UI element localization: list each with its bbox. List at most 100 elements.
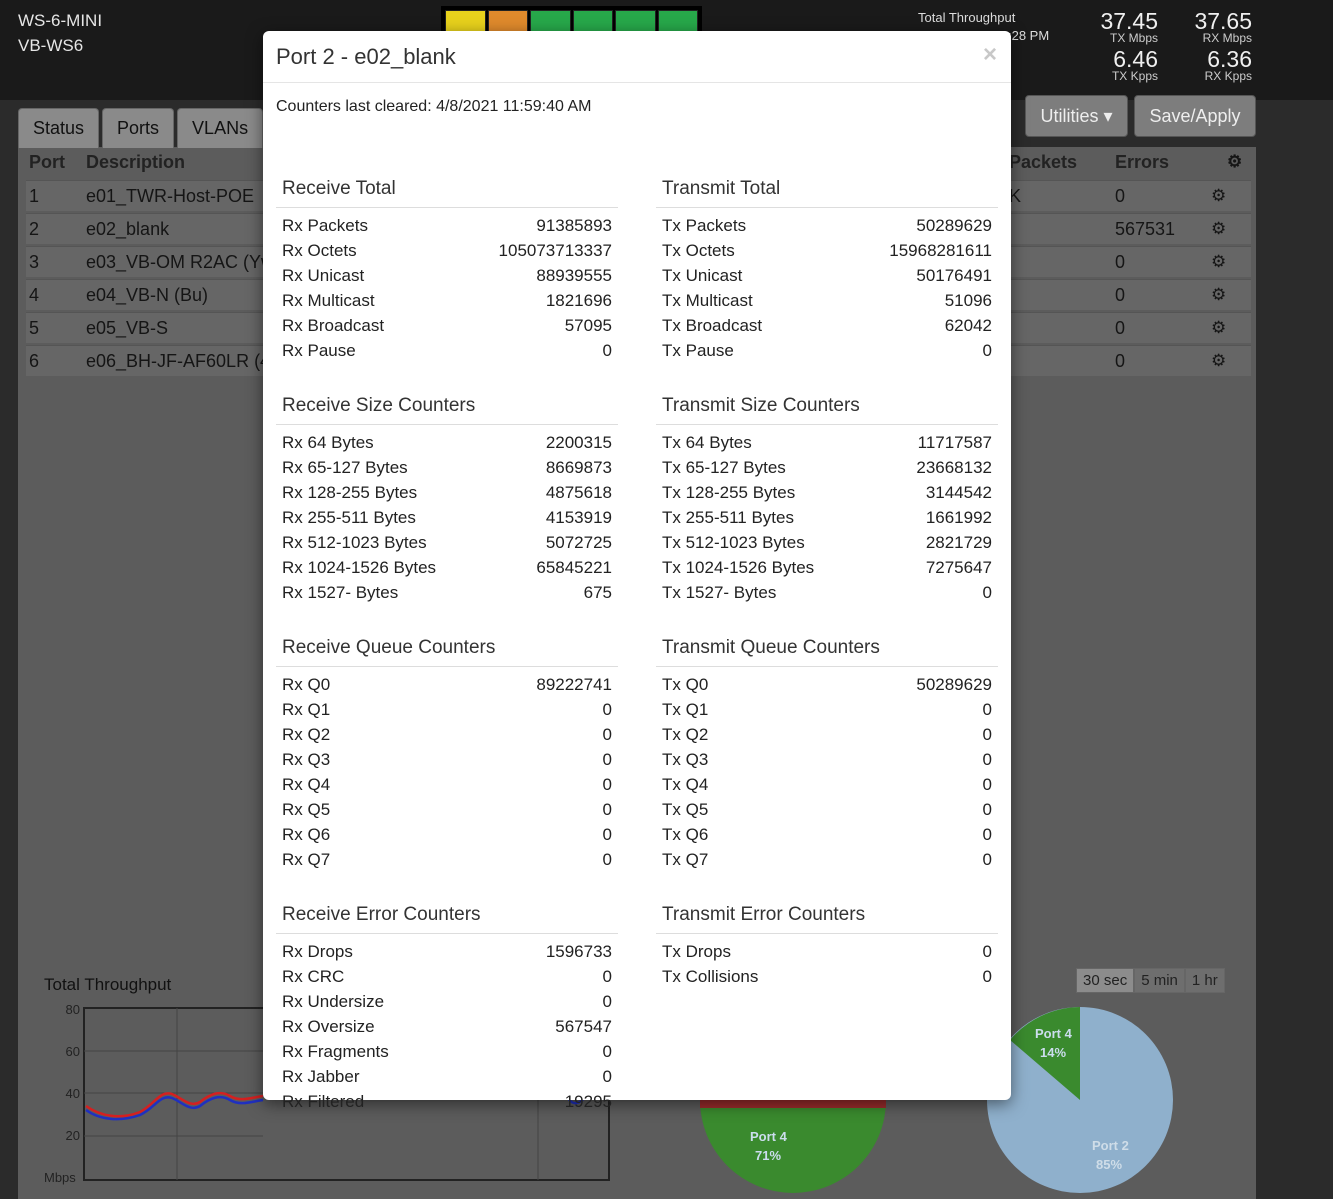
modal-title: Port 2 - e02_blank <box>276 44 456 69</box>
counter-value: 0 <box>982 800 992 819</box>
counter-value: 0 <box>982 725 992 744</box>
counter-value: 89222741 <box>536 675 612 694</box>
counter-row: Rx Q6 0 <box>276 822 618 847</box>
row-settings-gear-icon[interactable]: ⚙ <box>1211 285 1227 304</box>
counter-value: 15968281611 <box>889 241 992 260</box>
ports-table-header: Port Description Packets Errors ⚙ <box>26 150 1251 178</box>
range-5min-button[interactable]: 5 min <box>1134 968 1185 993</box>
counter-row: Tx Q1 0 <box>656 697 998 722</box>
counter-value: 0 <box>602 775 612 794</box>
right-section: Transmit Queue Counters Tx Q0 50289629 Tx Q… <box>656 637 998 872</box>
row-errors-cell: 567531 <box>1115 219 1176 239</box>
counter-value: 62042 <box>944 316 992 335</box>
throughput-label: Total Throughput <box>918 10 1016 25</box>
counter-row: Tx Broadcast 62042 <box>656 313 998 338</box>
rx-series-line <box>85 1091 264 1118</box>
left-pie-port4-slice[interactable] <box>700 1100 886 1193</box>
counter-label: Tx 1527- Bytes <box>662 583 777 602</box>
left-section: Receive Total Rx Packets 91385893 Rx Octets… <box>276 178 618 363</box>
row-settings-gear-icon[interactable]: ⚙ <box>1211 252 1227 271</box>
counter-label: Tx Q5 <box>662 800 709 819</box>
counter-value: 0 <box>982 700 992 719</box>
left-pie-other-slice[interactable] <box>700 1100 886 1108</box>
counter-value: 0 <box>982 850 992 869</box>
counter-row: Rx Q4 0 <box>276 772 618 797</box>
counter-label: Tx Octets <box>662 241 735 260</box>
row-settings-gear-icon[interactable]: ⚙ <box>1211 219 1227 238</box>
device-site: VB-WS6 <box>18 36 84 55</box>
y-tick-20: 20 <box>66 1128 80 1143</box>
y-tick-60: 60 <box>66 1044 80 1059</box>
counter-row: Tx 1527- Bytes 0 <box>656 580 998 605</box>
tab-vlans[interactable]: VLANs <box>177 108 264 148</box>
row-port-cell: 5 <box>29 318 40 338</box>
counter-row: Tx Multicast 51096 <box>656 288 998 313</box>
counter-row: Rx Unicast 88939555 <box>276 263 618 288</box>
counter-value: 3144542 <box>925 483 992 502</box>
counter-label: Tx 64 Bytes <box>662 433 752 452</box>
counter-value: 0 <box>982 583 992 602</box>
right-section: Transmit Total Tx Packets 50289629 Tx Octet… <box>656 178 998 363</box>
utilities-button[interactable]: Utilities ▾ <box>1025 95 1128 137</box>
counter-label: Rx Q0 <box>282 675 331 694</box>
counter-label: Rx Q1 <box>282 700 331 719</box>
counter-label: Rx Q7 <box>282 850 331 869</box>
counter-value: 11717587 <box>917 433 992 452</box>
tab-ports[interactable]: Ports <box>102 108 175 148</box>
row-settings-gear-icon[interactable]: ⚙ <box>1211 318 1227 337</box>
counter-label: Tx Broadcast <box>662 316 763 335</box>
counter-value: 8669873 <box>545 458 612 477</box>
left-section: Receive Queue Counters Rx Q0 89222741 Rx Q1… <box>276 637 618 872</box>
counter-value: 4153919 <box>545 508 612 527</box>
row-description-cell: e01_TWR-Host-POE <box>86 186 255 206</box>
counter-value: 5072725 <box>545 533 612 552</box>
counter-row: Tx Q6 0 <box>656 822 998 847</box>
counter-value: 0 <box>982 967 992 986</box>
save-apply-button[interactable]: Save/Apply <box>1134 95 1256 137</box>
counter-row: Rx Fragments 0 <box>276 1039 618 1064</box>
close-icon[interactable]: × <box>982 41 997 68</box>
left-pie-pct: 71% <box>755 1148 781 1163</box>
counter-value: 0 <box>602 800 612 819</box>
right-pie-port4-slice[interactable] <box>1010 1007 1080 1100</box>
port-led-6[interactable] <box>657 10 698 32</box>
right-pie-port2-pct: 85% <box>1096 1157 1122 1172</box>
port-led-5[interactable] <box>615 10 656 32</box>
rx-mbps-stat: 37.65 RX Mbps <box>1182 10 1252 45</box>
counter-row: Rx Q3 0 <box>276 747 618 772</box>
counter-row: Rx Filtered 19295 <box>276 1089 618 1114</box>
port-led-3[interactable] <box>530 10 571 32</box>
header-gear-icon[interactable]: ⚙ <box>1227 152 1243 171</box>
port-led-1[interactable] <box>445 10 486 32</box>
y-tick-40: 40 <box>66 1086 80 1101</box>
row-settings-gear-icon[interactable]: ⚙ <box>1211 351 1227 370</box>
section-title: Receive Error Counters <box>276 904 618 934</box>
counter-label: Rx Packets <box>282 216 368 235</box>
counter-label: Rx 65-127 Bytes <box>282 458 408 477</box>
counter-row: Rx Multicast 1821696 <box>276 288 618 313</box>
tx-kpps-stat: 6.46 TX Kpps <box>1090 48 1158 83</box>
counter-value: 50289629 <box>916 675 992 694</box>
range-30sec-button[interactable]: 30 sec <box>1076 968 1135 993</box>
range-1hr-button[interactable]: 1 hr <box>1184 968 1225 993</box>
counter-label: Tx Q0 <box>662 675 709 694</box>
section-title: Transmit Size Counters <box>656 395 998 425</box>
tab-status[interactable]: Status <box>18 108 100 148</box>
row-port-cell: 4 <box>29 285 40 305</box>
counter-value: 1821696 <box>545 291 612 310</box>
counter-label: Rx Undersize <box>282 992 385 1011</box>
port-led-4[interactable] <box>572 10 613 32</box>
counter-value: 2200315 <box>545 433 612 452</box>
counter-row: Tx Unicast 50176491 <box>656 263 998 288</box>
header-errors: Errors <box>1115 152 1170 172</box>
device-name-block: WS-6-MINI VB-WS6 <box>18 8 102 58</box>
counter-label: Rx Octets <box>282 241 357 260</box>
counter-row: Tx 512-1023 Bytes 2821729 <box>656 530 998 555</box>
port-status-strip[interactable] <box>441 6 702 36</box>
row-errors-cell: 0 <box>1115 351 1126 371</box>
section-title: Transmit Total <box>656 178 998 208</box>
port-led-2[interactable] <box>487 10 528 32</box>
counter-label: Tx 1024-1526 Bytes <box>662 558 815 577</box>
row-settings-gear-icon[interactable]: ⚙ <box>1211 186 1227 205</box>
counter-label: Tx Q2 <box>662 725 709 744</box>
